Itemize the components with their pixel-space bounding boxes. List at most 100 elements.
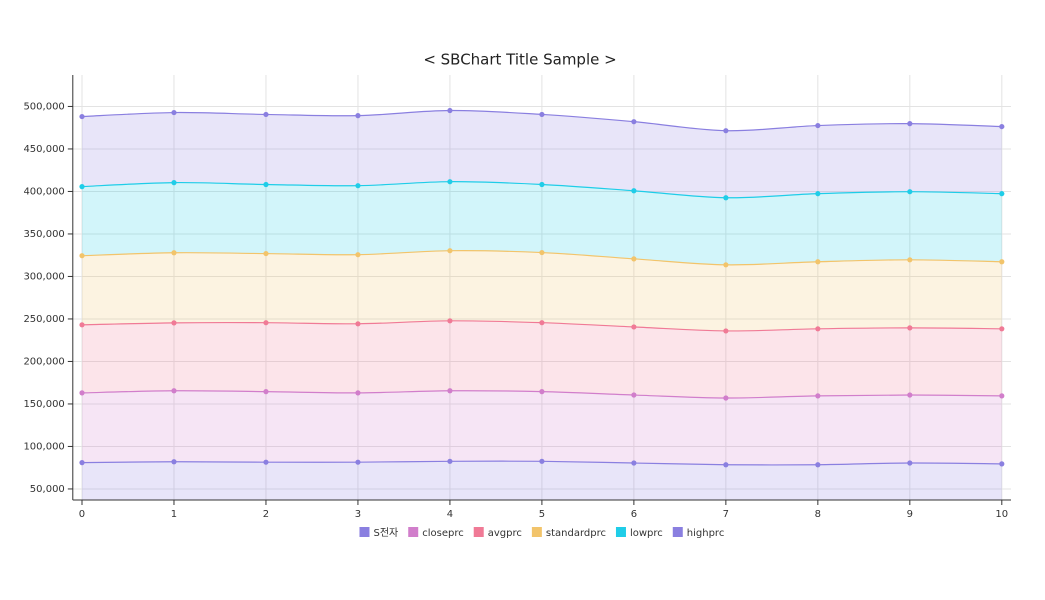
point bbox=[171, 320, 177, 326]
legend-label: S전자 bbox=[373, 527, 398, 539]
point bbox=[723, 195, 729, 201]
x-tick-label: 2 bbox=[263, 509, 269, 520]
point bbox=[171, 388, 177, 394]
y-tick-label: 50,000 bbox=[30, 484, 65, 495]
point bbox=[907, 325, 913, 331]
x-tick-label: 5 bbox=[539, 509, 545, 520]
point bbox=[263, 250, 269, 257]
point bbox=[263, 181, 269, 188]
point bbox=[447, 458, 453, 464]
point bbox=[263, 320, 269, 326]
area bbox=[81, 110, 1002, 198]
y-tick-label: 300,000 bbox=[23, 271, 64, 282]
y-tick-label: 250,000 bbox=[23, 314, 64, 325]
point bbox=[815, 191, 821, 197]
point bbox=[355, 390, 361, 396]
point bbox=[171, 180, 177, 186]
legend-label: avgprc bbox=[488, 528, 522, 539]
point bbox=[815, 462, 821, 468]
x-tick-label: 6 bbox=[631, 509, 637, 520]
legend: S전자 closeprc avgprc standardprc lowprc highpr… bbox=[359, 527, 724, 539]
point bbox=[815, 259, 821, 265]
area bbox=[81, 320, 1002, 399]
point bbox=[723, 262, 729, 268]
legend-swatch bbox=[408, 527, 419, 537]
area bbox=[81, 390, 1002, 465]
point bbox=[79, 390, 85, 396]
area bbox=[81, 461, 1002, 500]
point bbox=[999, 393, 1005, 399]
point bbox=[907, 121, 913, 127]
point bbox=[631, 188, 637, 194]
x-tick-label: 3 bbox=[355, 509, 361, 520]
point bbox=[999, 123, 1005, 130]
point bbox=[447, 248, 453, 254]
legend-swatch bbox=[672, 527, 683, 537]
point bbox=[447, 107, 453, 114]
point bbox=[723, 462, 729, 468]
x-tick-label: 7 bbox=[723, 509, 729, 520]
point bbox=[723, 395, 729, 401]
legend-label: closeprc bbox=[422, 528, 464, 539]
legend-swatch bbox=[359, 527, 370, 537]
point bbox=[999, 259, 1005, 265]
x-tick-label: 9 bbox=[907, 509, 913, 520]
point bbox=[907, 257, 913, 263]
y-tick-label: 200,000 bbox=[23, 356, 64, 367]
point bbox=[631, 119, 637, 125]
point bbox=[539, 389, 545, 395]
point bbox=[355, 183, 361, 189]
y-tick-label: 400,000 bbox=[23, 186, 64, 197]
x-tick-label: 0 bbox=[79, 509, 85, 520]
point bbox=[723, 328, 729, 334]
area bbox=[81, 250, 1002, 331]
area bbox=[81, 181, 1002, 265]
y-tick-label: 450,000 bbox=[23, 144, 64, 155]
x-tick-label: 4 bbox=[447, 509, 453, 520]
point bbox=[355, 113, 361, 119]
point bbox=[999, 461, 1005, 467]
x-tick-label: 10 bbox=[995, 509, 1008, 520]
legend-swatch bbox=[531, 527, 542, 537]
point bbox=[907, 189, 913, 195]
chart-title: < SBChart Title Sample > bbox=[423, 51, 616, 69]
point bbox=[723, 128, 729, 134]
point bbox=[355, 321, 361, 327]
point bbox=[355, 252, 361, 258]
point bbox=[79, 253, 85, 259]
legend-label: standardprc bbox=[546, 528, 606, 539]
point bbox=[631, 256, 637, 262]
point bbox=[355, 459, 361, 465]
point bbox=[815, 393, 821, 399]
point bbox=[539, 249, 545, 256]
y-tick-label: 150,000 bbox=[23, 399, 64, 410]
legend-label: highprc bbox=[687, 528, 725, 539]
point bbox=[999, 326, 1005, 332]
point bbox=[79, 113, 85, 120]
point bbox=[539, 320, 545, 326]
point bbox=[631, 324, 637, 330]
point bbox=[815, 122, 821, 129]
point bbox=[631, 392, 637, 398]
point bbox=[815, 326, 821, 332]
point bbox=[907, 460, 913, 466]
point bbox=[79, 322, 85, 328]
y-tick-label: 350,000 bbox=[23, 229, 64, 240]
legend-label: lowprc bbox=[630, 528, 663, 539]
point bbox=[171, 250, 177, 256]
point bbox=[447, 179, 453, 185]
legend-swatch bbox=[615, 527, 626, 537]
point bbox=[263, 389, 269, 395]
point bbox=[263, 111, 269, 118]
point bbox=[171, 109, 177, 116]
point bbox=[631, 460, 637, 466]
point bbox=[79, 460, 85, 466]
point bbox=[539, 458, 545, 464]
point bbox=[539, 111, 545, 118]
legend-swatch bbox=[473, 527, 484, 537]
point bbox=[447, 388, 453, 394]
point bbox=[539, 181, 545, 188]
point bbox=[263, 459, 269, 465]
point bbox=[447, 318, 453, 324]
